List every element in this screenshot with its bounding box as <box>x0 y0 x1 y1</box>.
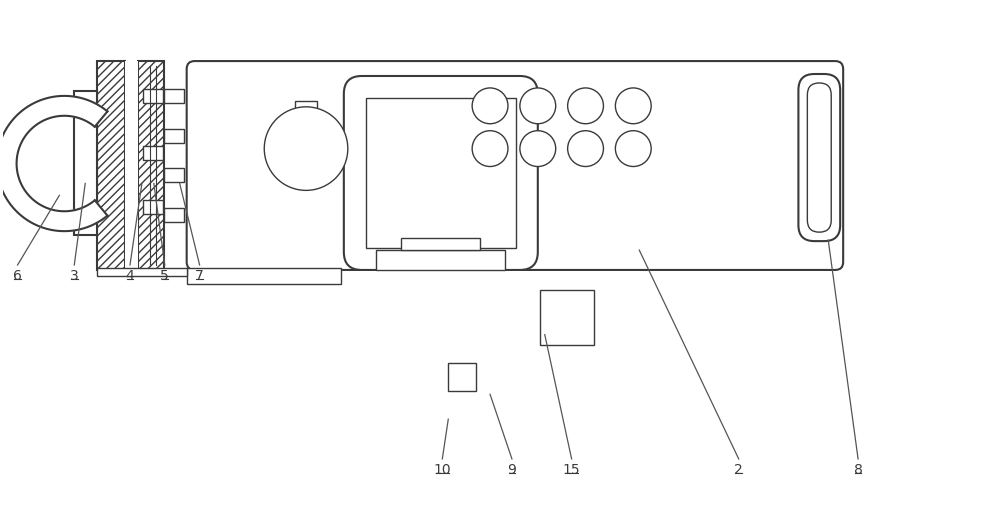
Text: 10: 10 <box>433 463 451 477</box>
Text: 2: 2 <box>734 463 743 477</box>
FancyBboxPatch shape <box>798 74 840 241</box>
Bar <box>97 61 125 270</box>
Polygon shape <box>0 96 107 231</box>
Circle shape <box>520 131 556 166</box>
Bar <box>97 61 125 270</box>
Bar <box>138 61 164 270</box>
FancyBboxPatch shape <box>344 76 538 270</box>
Bar <box>164 208 184 222</box>
Text: 3: 3 <box>70 269 79 283</box>
Bar <box>164 129 184 143</box>
Bar <box>97 268 187 276</box>
Bar <box>401 238 480 250</box>
Bar <box>143 89 163 103</box>
Text: 5: 5 <box>160 269 169 283</box>
Text: 9: 9 <box>507 463 516 477</box>
Bar <box>540 290 594 345</box>
FancyBboxPatch shape <box>807 83 831 232</box>
Circle shape <box>472 88 508 124</box>
Bar <box>164 89 184 103</box>
Text: 15: 15 <box>563 463 580 477</box>
Circle shape <box>568 131 603 166</box>
Text: 7: 7 <box>195 269 204 283</box>
Bar <box>125 61 138 270</box>
Circle shape <box>615 131 651 166</box>
FancyBboxPatch shape <box>187 61 843 270</box>
Bar <box>74 91 97 235</box>
Text: 4: 4 <box>126 269 134 283</box>
Circle shape <box>472 131 508 166</box>
Bar <box>299 111 313 149</box>
Text: 6: 6 <box>13 269 22 283</box>
Bar <box>187 268 341 284</box>
Bar <box>138 61 164 270</box>
Bar <box>376 250 505 270</box>
Bar <box>143 200 163 214</box>
Bar <box>295 101 317 111</box>
Bar <box>448 363 476 391</box>
Circle shape <box>615 88 651 124</box>
Circle shape <box>568 88 603 124</box>
Bar <box>164 168 184 183</box>
Circle shape <box>264 107 348 190</box>
Bar <box>366 98 516 248</box>
Text: 8: 8 <box>854 463 863 477</box>
Bar <box>143 145 163 160</box>
Circle shape <box>520 88 556 124</box>
